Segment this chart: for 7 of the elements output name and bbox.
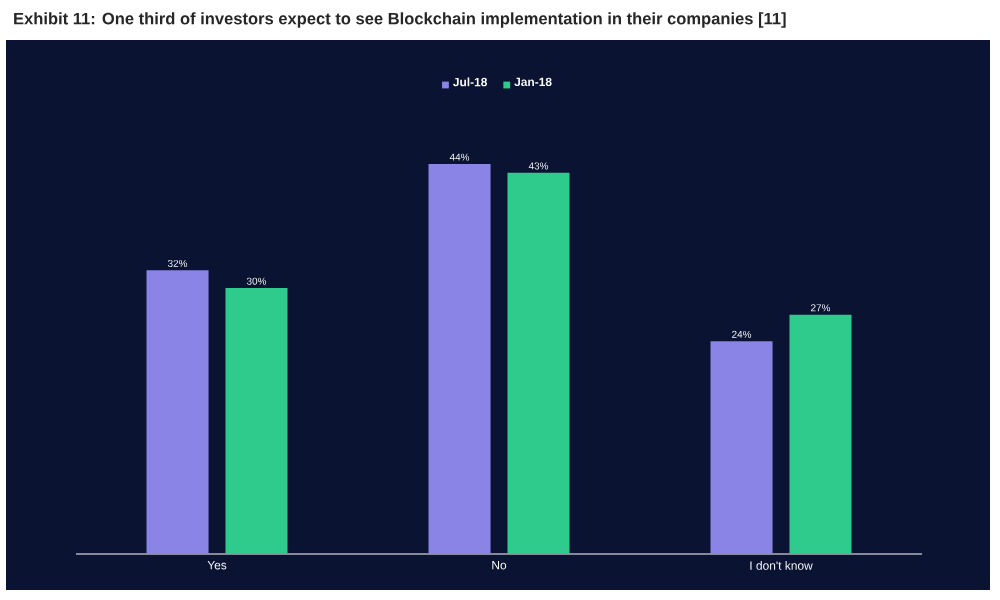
bar bbox=[789, 314, 852, 554]
bar bbox=[507, 172, 570, 554]
chart-title: Exhibit 11: One third of investors expect to see Blockchain implementation in their companies [11] bbox=[14, 12, 786, 28]
bar bbox=[146, 270, 209, 554]
bar bbox=[710, 341, 773, 554]
bar bbox=[225, 288, 288, 554]
bar bbox=[428, 163, 491, 554]
